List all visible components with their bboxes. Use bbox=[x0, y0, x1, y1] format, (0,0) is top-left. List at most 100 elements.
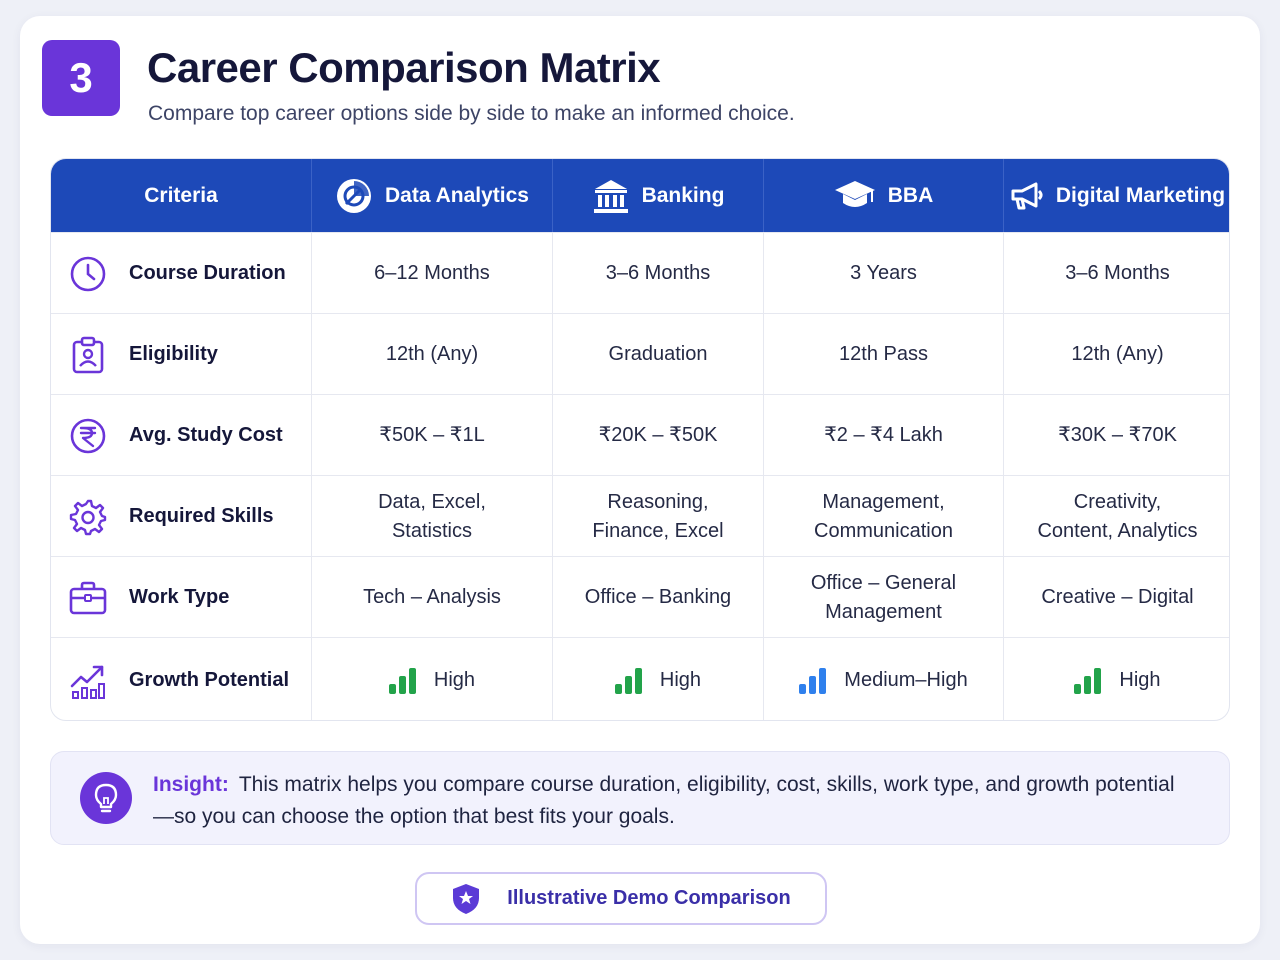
value-cell: Management, Communication bbox=[764, 476, 1004, 557]
criterion-label: Course Duration bbox=[129, 262, 286, 284]
header-label: Criteria bbox=[144, 183, 218, 207]
cell-value: 12th (Any) bbox=[385, 343, 479, 365]
signal-bar bbox=[1074, 683, 1082, 694]
value-cell: Data, Excel, Statistics bbox=[312, 476, 553, 557]
criterion-cell: Work Type bbox=[51, 557, 312, 638]
signal-bar bbox=[1094, 667, 1102, 694]
insight-text: Insight: This matrix helps you compare co… bbox=[153, 769, 1193, 833]
briefcase-icon bbox=[69, 581, 107, 614]
cell-value: Creative – Digital bbox=[1041, 586, 1194, 608]
criterion-label: Growth Potential bbox=[129, 669, 289, 691]
gear-icon bbox=[69, 499, 107, 535]
table-row: Course Duration 6–12 Months 3–6 Months 3… bbox=[51, 232, 1229, 314]
cell-value: High bbox=[433, 669, 476, 691]
header-banking: Banking bbox=[553, 159, 764, 232]
header-bba: BBA bbox=[764, 159, 1004, 232]
value-cell: Creativity, Content, Analytics bbox=[1004, 476, 1229, 557]
value-cell: 3–6 Months bbox=[1004, 233, 1229, 314]
signal-bar bbox=[819, 667, 827, 694]
header-data-analytics: Data Analytics bbox=[312, 159, 553, 232]
lightbulb-icon bbox=[80, 772, 132, 824]
value-cell: Creative – Digital bbox=[1004, 557, 1229, 638]
table-header: Criteria Data Analytics Banking bbox=[51, 159, 1229, 232]
value-cell: Office – General Management bbox=[764, 557, 1004, 638]
cell-value: ₹50K – ₹1L bbox=[379, 424, 485, 446]
demo-badge-label: Illustrative Demo Comparison bbox=[507, 887, 791, 909]
value-cell: ₹20K – ₹50K bbox=[553, 395, 764, 476]
value-cell: High bbox=[553, 638, 764, 720]
clipboard-user-icon bbox=[72, 336, 104, 373]
value-cell: 12th Pass bbox=[764, 314, 1004, 395]
value-cell: Office – Banking bbox=[553, 557, 764, 638]
clock-icon bbox=[70, 256, 106, 291]
table-row: Required Skills Data, Excel, Statistics … bbox=[51, 475, 1229, 557]
value-cell: Medium–High bbox=[764, 638, 1004, 720]
insight-box: Insight: This matrix helps you compare co… bbox=[50, 751, 1230, 845]
cell-value: Reasoning, Finance, Excel bbox=[592, 490, 724, 542]
cell-value: Data, Excel, Statistics bbox=[378, 490, 486, 542]
value-cell: 3 Years bbox=[764, 233, 1004, 314]
value-cell: High bbox=[312, 638, 553, 720]
criterion-label: Work Type bbox=[129, 586, 230, 608]
cell-value: Creativity, Content, Analytics bbox=[1037, 490, 1198, 542]
criterion-cell: Avg. Study Cost bbox=[51, 395, 312, 476]
header-digital-marketing: Digital Marketing bbox=[1004, 159, 1229, 232]
criterion-cell: Required Skills bbox=[51, 476, 312, 557]
cell-value: ₹2 – ₹4 Lakh bbox=[824, 424, 943, 446]
signal-bar bbox=[614, 683, 622, 694]
signal-bars-icon bbox=[388, 667, 416, 694]
criterion-cell: Eligibility bbox=[51, 314, 312, 395]
table-row: Avg. Study Cost ₹50K – ₹1L ₹20K – ₹50K ₹… bbox=[51, 394, 1229, 476]
value-cell: 12th (Any) bbox=[1004, 314, 1229, 395]
comparison-table: Criteria Data Analytics Banking bbox=[50, 158, 1230, 721]
value-cell: ₹30K – ₹70K bbox=[1004, 395, 1229, 476]
value-cell: Tech – Analysis bbox=[312, 557, 553, 638]
cell-value: Medium–High bbox=[844, 669, 968, 691]
value-cell: 6–12 Months bbox=[312, 233, 553, 314]
criterion-cell: Course Duration bbox=[51, 233, 312, 314]
signal-bar bbox=[624, 675, 632, 694]
header-label: Digital Marketing bbox=[1055, 183, 1226, 207]
cell-value: Office – Banking bbox=[584, 586, 732, 608]
cell-value: 3 Years bbox=[850, 262, 917, 284]
cell-value: Management, Communication bbox=[814, 490, 953, 542]
header-label: Data Analytics bbox=[385, 183, 529, 207]
table-row: Eligibility 12th (Any) Graduation 12th P… bbox=[51, 313, 1229, 395]
value-cell: 3–6 Months bbox=[553, 233, 764, 314]
value-cell: Reasoning, Finance, Excel bbox=[553, 476, 764, 557]
value-cell: High bbox=[1004, 638, 1229, 720]
page-title: Career Comparison Matrix bbox=[147, 44, 661, 91]
analytics-icon bbox=[337, 178, 372, 213]
criterion-label: Required Skills bbox=[129, 505, 274, 527]
signal-bars-icon bbox=[799, 667, 827, 694]
signal-bar bbox=[799, 683, 807, 694]
step-badge: 3 bbox=[42, 40, 120, 116]
signal-bars-icon bbox=[1074, 667, 1102, 694]
insight-body: This matrix helps you compare course dur… bbox=[153, 773, 1175, 828]
shield-star-icon bbox=[453, 883, 480, 914]
graduation-cap-icon bbox=[834, 180, 875, 207]
cell-value: 12th Pass bbox=[839, 343, 928, 365]
signal-bar bbox=[398, 675, 406, 694]
signal-bar bbox=[809, 675, 817, 694]
cell-value: 6–12 Months bbox=[374, 262, 490, 284]
value-cell: 12th (Any) bbox=[312, 314, 553, 395]
insight-label: Insight: bbox=[153, 773, 229, 796]
page-subtitle: Compare top career options side by side … bbox=[148, 102, 795, 125]
table-row: Work Type Tech – Analysis Office – Banki… bbox=[51, 556, 1229, 638]
table-row: Growth Potential High High Me bbox=[51, 637, 1229, 720]
criterion-cell: Growth Potential bbox=[51, 638, 312, 720]
bank-icon bbox=[593, 179, 628, 213]
value-cell: Graduation bbox=[553, 314, 764, 395]
value-cell: ₹50K – ₹1L bbox=[312, 395, 553, 476]
rupee-icon bbox=[70, 418, 106, 453]
criterion-label: Eligibility bbox=[129, 343, 218, 365]
signal-bar bbox=[408, 667, 416, 694]
cell-value: ₹30K – ₹70K bbox=[1058, 424, 1177, 446]
value-cell: ₹2 – ₹4 Lakh bbox=[764, 395, 1004, 476]
cell-value: ₹20K – ₹50K bbox=[598, 424, 718, 446]
cell-value: High bbox=[1119, 669, 1161, 691]
cell-value: Graduation bbox=[608, 343, 708, 365]
cell-value: Office – General Management bbox=[810, 571, 957, 623]
cell-value: Tech – Analysis bbox=[363, 586, 501, 608]
